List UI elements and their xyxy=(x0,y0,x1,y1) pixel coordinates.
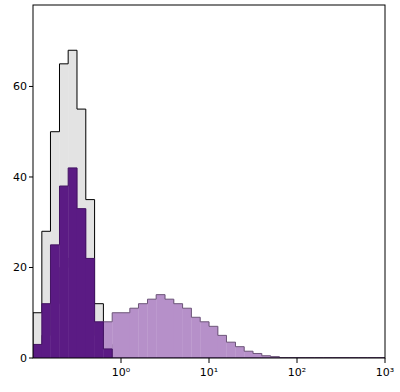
plot-frame xyxy=(33,5,385,358)
histogram-bar xyxy=(77,109,86,358)
histogram-bar xyxy=(174,304,183,358)
x-tick-label: 10¹ xyxy=(200,366,218,379)
y-tick xyxy=(29,267,33,268)
histogram-bar xyxy=(130,308,139,358)
histogram-bar xyxy=(86,200,95,358)
histogram-bar xyxy=(156,295,165,358)
histogram-bar xyxy=(68,168,77,358)
y-tick-label: 60 xyxy=(13,80,27,93)
histogram-bar xyxy=(209,326,218,358)
series-0 xyxy=(33,50,385,358)
y-tick-label: 0 xyxy=(20,352,27,365)
histogram-bar xyxy=(253,353,262,358)
histograms xyxy=(33,50,385,358)
histogram-bar xyxy=(147,299,156,358)
histogram-bar xyxy=(226,342,235,358)
histogram-outline xyxy=(33,168,385,358)
histogram-bar xyxy=(191,317,200,358)
x-tick-label: 10² xyxy=(288,366,306,379)
y-tick xyxy=(29,176,33,177)
y-tick xyxy=(29,358,33,359)
histogram-bar xyxy=(218,335,227,358)
x-tick xyxy=(121,358,122,363)
histogram-bar xyxy=(235,347,244,358)
histogram-bar xyxy=(42,231,51,358)
x-tick xyxy=(209,358,210,363)
histogram-bar xyxy=(33,344,42,358)
histogram-bar xyxy=(59,186,68,358)
series-1 xyxy=(33,258,385,358)
series-2 xyxy=(33,168,385,358)
x-tick-label: 10⁰ xyxy=(112,366,131,379)
histogram-bar xyxy=(77,209,86,358)
histogram-bar xyxy=(121,313,130,358)
histogram-outline xyxy=(33,258,385,358)
y-tick-label: 20 xyxy=(13,261,27,274)
histogram-bar xyxy=(68,50,77,358)
histogram-bar xyxy=(59,64,68,358)
histogram-bar xyxy=(112,313,121,358)
histogram-bar xyxy=(244,351,253,358)
histogram-bar xyxy=(42,304,51,358)
histogram-bar xyxy=(165,299,174,358)
x-tick xyxy=(297,358,298,363)
histogram-bar xyxy=(86,258,95,358)
histogram-bar xyxy=(103,322,112,358)
histogram-bar xyxy=(200,322,209,358)
histogram-outline xyxy=(33,50,385,358)
histogram-bar xyxy=(95,304,104,358)
chart-root: 0 20 40 60 10⁰ 10¹ 10² 10³ xyxy=(0,0,400,392)
histogram-bar xyxy=(183,308,192,358)
histogram-bar xyxy=(103,349,112,358)
histogram-bar xyxy=(95,322,104,358)
histogram-bar xyxy=(138,304,147,358)
y-tick-label: 40 xyxy=(13,171,27,184)
histogram-bar xyxy=(50,245,59,358)
histogram-bar xyxy=(33,313,42,358)
y-tick xyxy=(29,86,33,87)
x-tick xyxy=(385,358,386,363)
chart: 0 20 40 60 10⁰ 10¹ 10² 10³ xyxy=(0,0,400,392)
x-tick-label: 10³ xyxy=(376,366,394,379)
